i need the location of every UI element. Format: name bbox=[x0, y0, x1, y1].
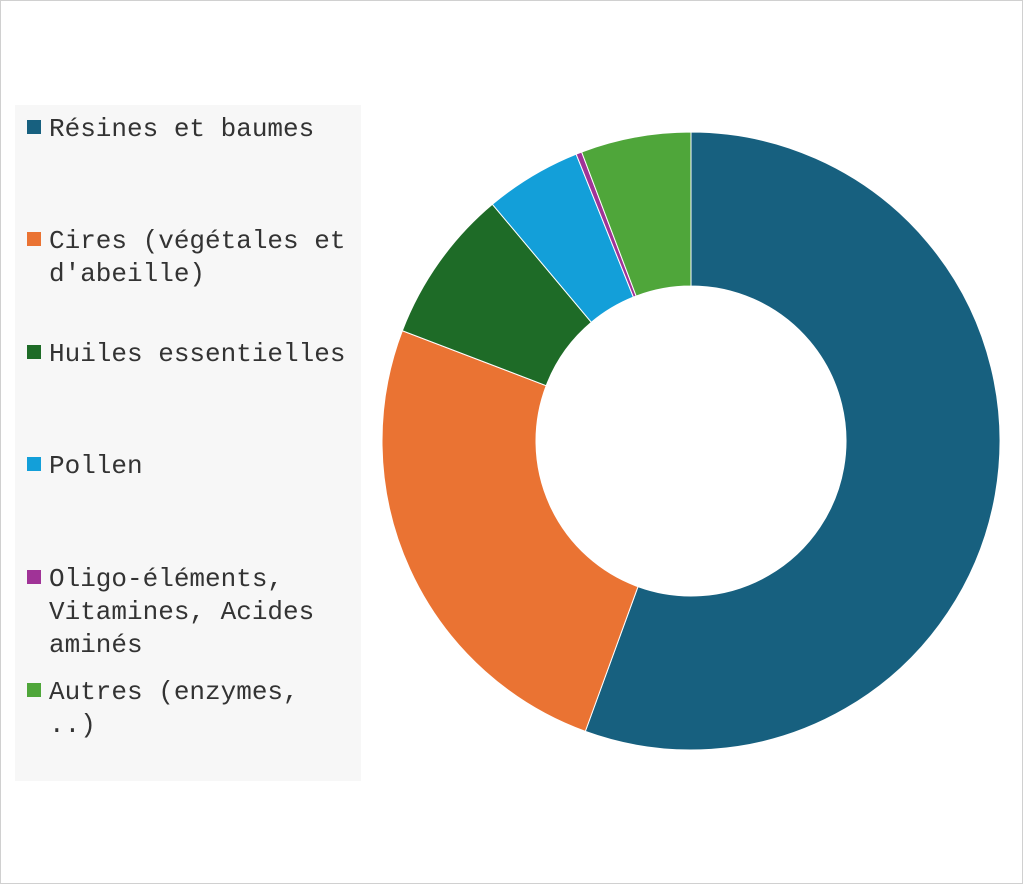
donut-slice-resines bbox=[584, 131, 1001, 751]
legend-label: Autres (enzymes, ..) bbox=[49, 677, 299, 740]
legend-swatch bbox=[27, 570, 41, 584]
legend-swatch bbox=[27, 345, 41, 359]
donut-slice-autres bbox=[580, 131, 692, 297]
legend-label: Résines et baumes bbox=[49, 114, 315, 144]
donut-chart bbox=[381, 131, 1001, 751]
donut-slice-cires bbox=[381, 330, 639, 733]
legend-swatch bbox=[27, 457, 41, 471]
legend-label: Huiles essentielles bbox=[49, 339, 346, 369]
legend-label: Oligo-éléments, Vitamines, Acides aminés bbox=[49, 564, 315, 660]
legend-swatch bbox=[27, 232, 41, 246]
chart-legend: Résines et baumes Cires (végétales et d'… bbox=[15, 105, 361, 781]
legend-swatch bbox=[27, 683, 41, 697]
legend-label: Pollen bbox=[49, 451, 143, 481]
legend-swatch bbox=[27, 120, 41, 134]
legend-label: Cires (végétales et d'abeille) bbox=[49, 226, 346, 289]
